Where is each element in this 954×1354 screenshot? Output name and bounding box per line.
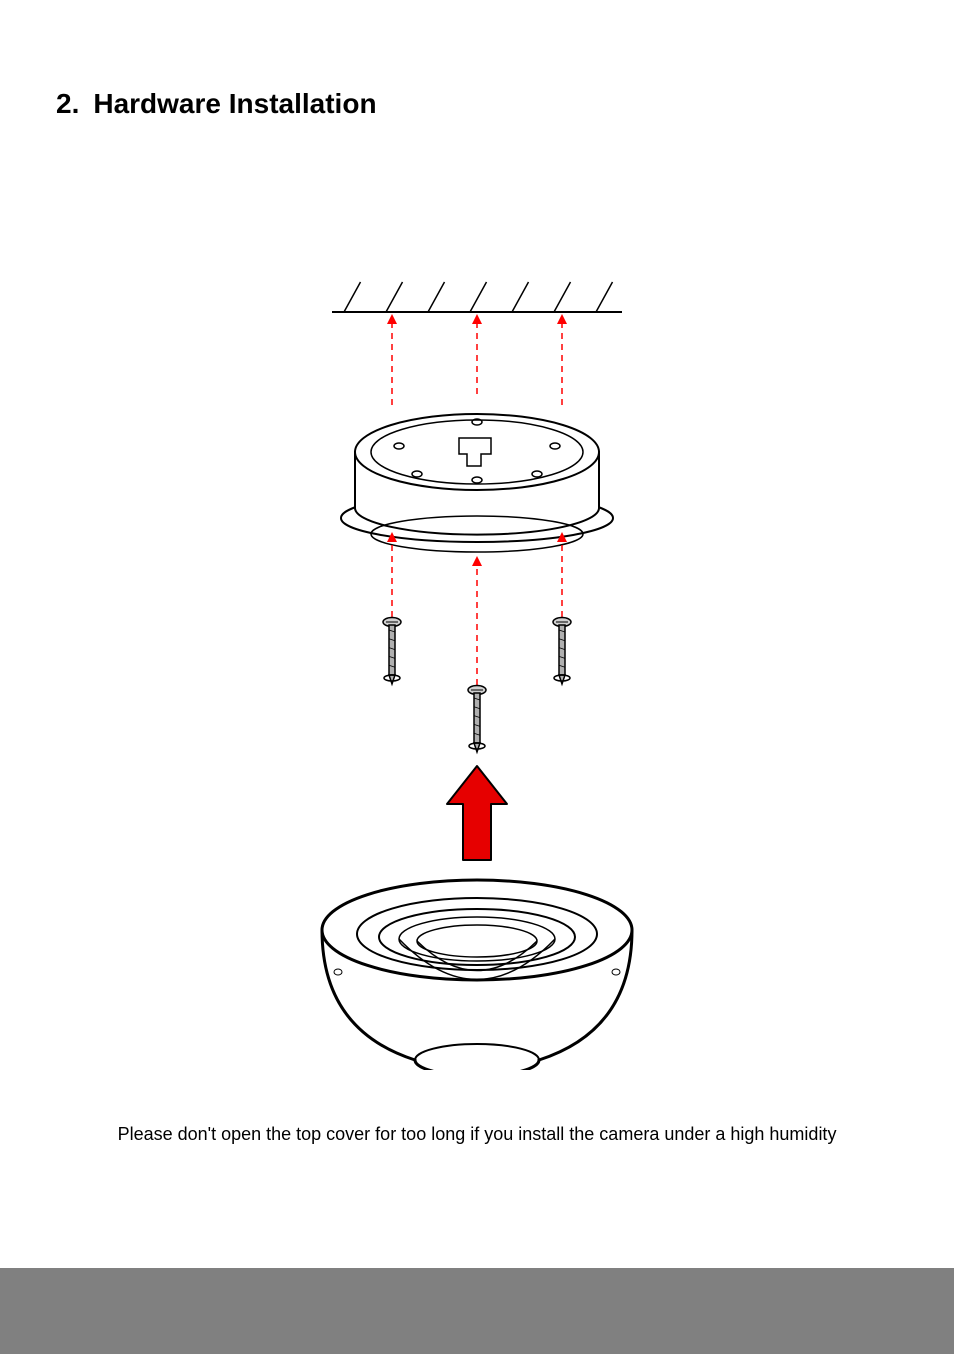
section-heading: 2. Hardware Installation (56, 88, 377, 120)
figure-caption: Please don't open the top cover for too … (0, 1124, 954, 1145)
installation-diagram-svg (272, 270, 682, 1070)
section-number: 2. (56, 88, 79, 119)
installation-figure (0, 270, 954, 1080)
section-title: Hardware Installation (93, 88, 376, 119)
page: 2. Hardware Installation Please don't ope… (0, 0, 954, 1354)
page-footer-bar (0, 1268, 954, 1354)
